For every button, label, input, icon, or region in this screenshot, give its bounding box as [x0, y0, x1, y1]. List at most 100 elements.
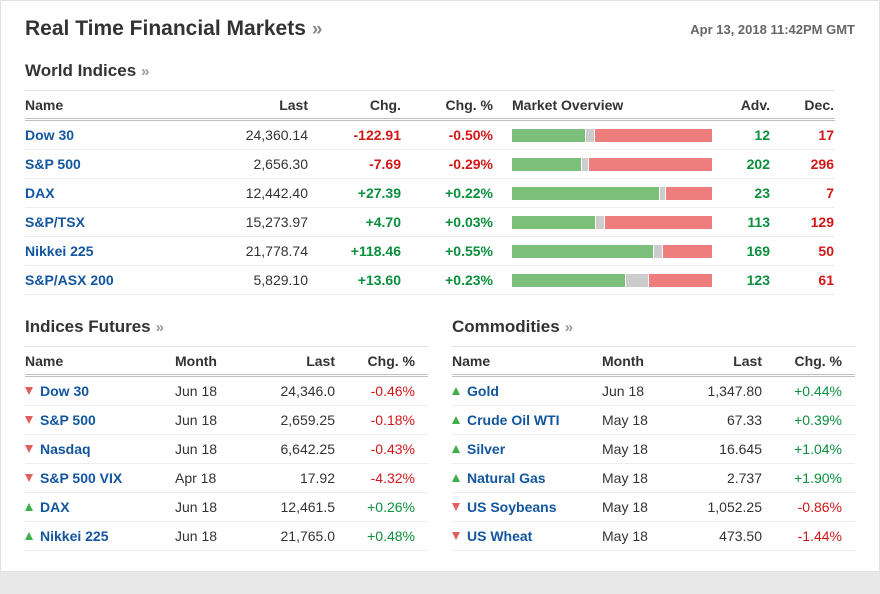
- advancers-count-cell: 23: [754, 185, 770, 201]
- advancers-count-cell: 169: [746, 243, 770, 259]
- column-header-chg: Chg.: [369, 96, 401, 113]
- world-indices-table-body: Dow 30 24,360.14 -122.91 -0.50% 12 17 S&P 500 2…: [25, 121, 835, 295]
- contract-month-cell: May 18: [602, 470, 648, 486]
- up-arrow-icon: [25, 503, 33, 511]
- instrument-name-cell: US Soybeans: [452, 499, 602, 515]
- market-overview-bar: [512, 244, 712, 258]
- column-header-name: Name: [25, 352, 64, 369]
- column-header-name: Name: [452, 352, 491, 369]
- advancers-count-cell: 12: [754, 127, 770, 143]
- contract-month-cell: Apr 18: [175, 470, 217, 486]
- index-name-cell: Dow 30: [25, 127, 190, 143]
- advancers-bar-segment: [512, 215, 596, 229]
- down-arrow-icon: [452, 532, 460, 540]
- indices-futures-heading: Indices Futures»: [25, 317, 428, 337]
- up-arrow-icon: [25, 532, 33, 540]
- last-price-cell: 6,642.25: [280, 441, 336, 457]
- index-change-pct-cell: +0.22%: [445, 185, 493, 201]
- down-arrow-icon: [452, 503, 460, 511]
- change-pct-cell: -0.18%: [370, 412, 415, 428]
- advancers-bar-segment: [512, 244, 653, 258]
- index-name-cell: S&P/TSX: [25, 214, 190, 230]
- advancers-bar-segment: [512, 186, 659, 200]
- advancers-bar-segment: [512, 273, 625, 287]
- unchanged-bar-segment: [586, 128, 595, 142]
- change-pct-cell: +0.26%: [367, 499, 415, 515]
- down-arrow-icon: [25, 387, 33, 395]
- decliners-bar-segment: [662, 244, 712, 258]
- advancers-count-cell: 113: [747, 214, 770, 230]
- column-header-month: Month: [602, 352, 644, 369]
- index-link[interactable]: S&P/TSX: [25, 214, 85, 230]
- page-title: Real Time Financial Markets»: [25, 17, 322, 41]
- instrument-link[interactable]: Silver: [467, 441, 506, 457]
- instrument-link[interactable]: S&P 500: [40, 412, 96, 428]
- index-name-cell: DAX: [25, 185, 190, 201]
- index-link[interactable]: S&P 500: [25, 156, 81, 172]
- instrument-link[interactable]: Nasdaq: [40, 441, 91, 457]
- commodities-more-link-arrow[interactable]: »: [564, 319, 574, 336]
- index-last-cell: 12,442.40: [245, 185, 308, 201]
- index-change-cell: +4.70: [365, 214, 401, 230]
- last-price-cell: 17.92: [299, 470, 335, 486]
- title-more-link-arrow[interactable]: »: [311, 19, 323, 40]
- instrument-name-cell: Silver: [452, 441, 602, 457]
- indices-futures-section: Indices Futures» Name Month Last Chg. % …: [25, 297, 428, 551]
- index-link[interactable]: Nikkei 225: [25, 243, 94, 259]
- column-header-adv: Adv.: [740, 96, 770, 113]
- instrument-link[interactable]: Natural Gas: [467, 470, 546, 486]
- indices-futures-row: S&P 500 VIX Apr 18 17.92 -4.32%: [25, 464, 428, 493]
- last-price-cell: 1,347.80: [707, 383, 763, 399]
- contract-month-cell: Jun 18: [175, 528, 218, 544]
- instrument-name-cell: Nasdaq: [25, 441, 175, 457]
- column-header-chg-pct: Chg. %: [367, 352, 415, 369]
- up-arrow-icon: [452, 445, 460, 453]
- instrument-link[interactable]: Dow 30: [40, 383, 90, 399]
- instrument-link[interactable]: US Wheat: [467, 528, 533, 544]
- last-price-cell: 67.33: [726, 412, 762, 428]
- change-pct-cell: -1.44%: [797, 528, 842, 544]
- advancers-count-cell: 123: [746, 272, 770, 288]
- indices-futures-more-link-arrow[interactable]: »: [155, 319, 164, 336]
- column-header-chg-pct: Chg. %: [794, 352, 842, 369]
- instrument-link[interactable]: S&P 500 VIX: [40, 470, 123, 486]
- index-link[interactable]: DAX: [25, 185, 55, 201]
- world-indices-table: Name Last Chg. Chg. % Market Overview Ad…: [25, 90, 835, 295]
- index-last-cell: 2,656.30: [253, 156, 309, 172]
- commodities-table: Name Month Last Chg. % Gold Jun 18 1,347.8…: [452, 346, 855, 551]
- contract-month-cell: May 18: [602, 499, 648, 515]
- instrument-name-cell: S&P 500 VIX: [25, 470, 175, 486]
- contract-month-cell: May 18: [602, 412, 648, 428]
- last-price-cell: 21,765.0: [280, 528, 336, 544]
- down-arrow-icon: [25, 474, 33, 482]
- instrument-link[interactable]: Gold: [467, 383, 499, 399]
- market-overview-bar: [512, 157, 712, 171]
- instrument-link[interactable]: Nikkei 225: [40, 528, 109, 544]
- unchanged-bar-segment: [625, 273, 648, 287]
- commodities-row: US Soybeans May 18 1,052.25 -0.86%: [452, 493, 855, 522]
- contract-month-cell: Jun 18: [175, 499, 218, 515]
- world-indices-more-link-arrow[interactable]: »: [141, 63, 150, 80]
- indices-futures-row: Nikkei 225 Jun 18 21,765.0 +0.48%: [25, 522, 428, 551]
- bottom-tables: Indices Futures» Name Month Last Chg. % …: [25, 297, 855, 551]
- world-indices-section: World Indices» Name Last Chg. Chg. % Mar…: [25, 61, 855, 295]
- index-change-pct-cell: +0.23%: [445, 272, 493, 288]
- index-link[interactable]: S&P/ASX 200: [25, 272, 114, 288]
- decliners-count-cell: 50: [818, 243, 834, 259]
- last-price-cell: 2.737: [726, 470, 762, 486]
- instrument-name-cell: Dow 30: [25, 383, 175, 399]
- index-link[interactable]: Dow 30: [25, 127, 75, 143]
- market-overview-bar-cell: [512, 157, 712, 171]
- instrument-name-cell: US Wheat: [452, 528, 602, 544]
- instrument-link[interactable]: US Soybeans: [467, 499, 557, 515]
- instrument-link[interactable]: Crude Oil WTI: [467, 412, 560, 428]
- index-name-cell: S&P/ASX 200: [25, 272, 190, 288]
- column-header-last: Last: [733, 352, 762, 369]
- advancers-count-cell: 202: [746, 156, 770, 172]
- indices-futures-row: DAX Jun 18 12,461.5 +0.26%: [25, 493, 428, 522]
- decliners-bar-segment: [605, 215, 712, 229]
- contract-month-cell: Jun 18: [602, 383, 645, 399]
- commodities-row: US Wheat May 18 473.50 -1.44%: [452, 522, 855, 551]
- world-index-row: Dow 30 24,360.14 -122.91 -0.50% 12 17: [25, 121, 835, 150]
- instrument-link[interactable]: DAX: [40, 499, 70, 515]
